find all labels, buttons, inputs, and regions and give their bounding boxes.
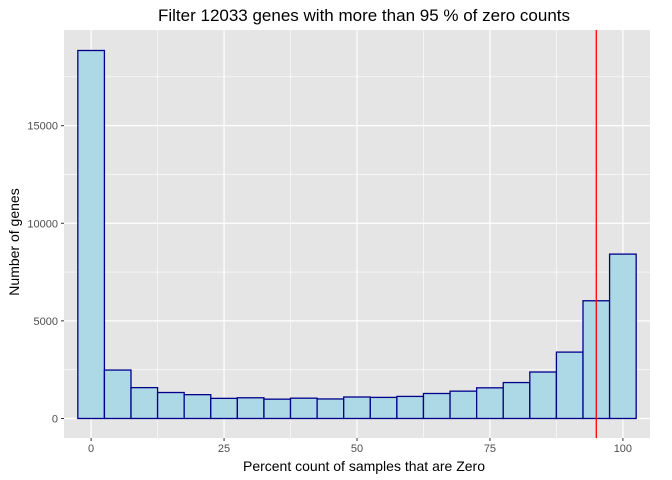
histogram-bar (236, 397, 265, 420)
histogram-bar (475, 387, 504, 420)
histogram-bar (263, 398, 292, 420)
histogram-bar (422, 392, 451, 420)
histogram-bar (210, 397, 239, 420)
histogram-bars (77, 49, 637, 420)
histogram-bar (316, 398, 345, 420)
y-tick-label: 10000 (27, 218, 58, 230)
x-tick-label: 50 (351, 443, 363, 455)
y-axis-label: Number of genes (6, 188, 22, 295)
y-tick-label: 15000 (27, 121, 58, 133)
histogram-bar (156, 391, 185, 420)
y-tick-label: 0 (52, 413, 58, 425)
histogram-bar (77, 49, 106, 420)
histogram-bar (183, 394, 212, 420)
x-axis-ticks: 0 25 50 75 100 (88, 438, 632, 455)
histogram-bar (369, 396, 398, 420)
histogram-bar (449, 390, 478, 420)
histogram-bar (529, 371, 558, 420)
y-axis-ticks: 0 5000 10000 15000 (27, 121, 64, 425)
x-tick-label: 75 (484, 443, 496, 455)
histogram-bar (130, 386, 159, 420)
histogram-bar (608, 253, 637, 420)
y-tick-label: 5000 (34, 316, 58, 328)
x-tick-label: 100 (614, 443, 632, 455)
histogram-bar (555, 351, 584, 420)
histogram-bar (396, 395, 425, 420)
histogram-bar (103, 369, 132, 420)
x-tick-label: 0 (88, 443, 94, 455)
histogram-bar (502, 381, 531, 420)
histogram-bar (289, 397, 318, 420)
x-tick-label: 25 (218, 443, 230, 455)
chart-title: Filter 12033 genes with more than 95 % o… (158, 6, 570, 25)
histogram-bar (343, 396, 371, 420)
x-axis-label: Percent count of samples that are Zero (243, 458, 485, 474)
